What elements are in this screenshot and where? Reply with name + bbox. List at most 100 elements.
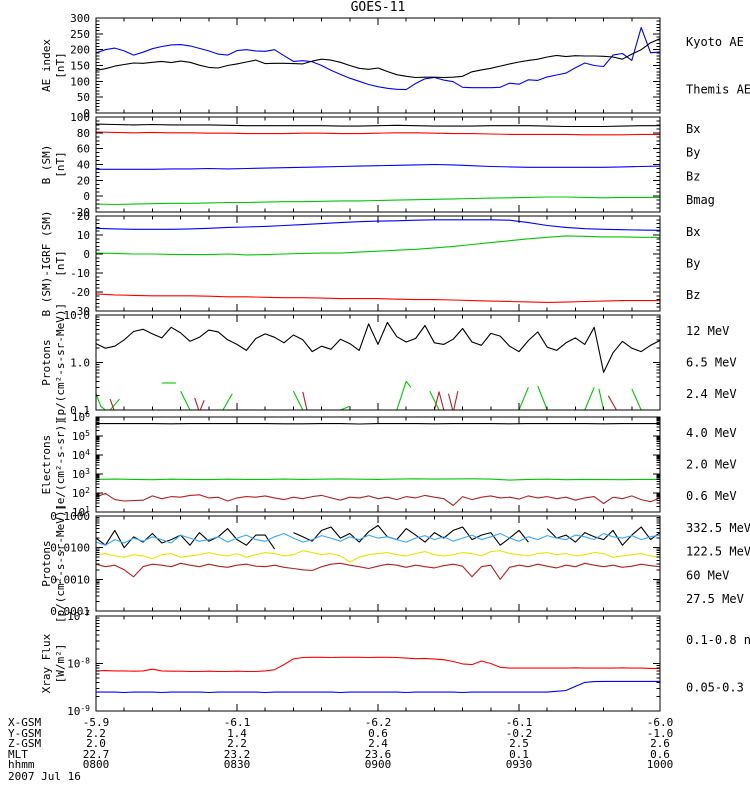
series-12-MeV: [433, 391, 445, 410]
axis-label-xray-flux-0: Xray Flux: [40, 633, 53, 693]
y-tick-label: 50: [77, 91, 90, 104]
ephemeris-row-label-Z-GSM: Z-GSM: [8, 737, 41, 750]
y-tick-label: 200: [70, 44, 90, 57]
legend-6-5-MeV: 6.5 MeV: [686, 356, 737, 370]
axis-label-protons-high-0: Protons: [40, 540, 53, 586]
panel-protons-high: 0.1000 0.0100 0.0010 0.0001 Protons [p/(cm²-s…: [40, 504, 750, 623]
axis-label-xray-flux-1: [W/m²]: [54, 644, 67, 684]
series-group-ae-index: [96, 26, 660, 91]
y-tick-label: 10: [77, 229, 90, 242]
legend-Kyoto-AE: Kyoto AE: [686, 35, 744, 49]
series-group-xray-flux: [96, 656, 660, 694]
series-6-5-MeV: [429, 390, 449, 410]
y-tick-label: 0: [83, 248, 90, 261]
y-tick-label: 0.1: [70, 404, 90, 417]
axis-label-b-sm-1: [nT]: [54, 151, 67, 178]
y-tick-label: 10-8: [67, 657, 90, 671]
series-Kyoto-AE: [96, 26, 660, 91]
ephemeris-value: 2.4: [368, 737, 388, 750]
y-tick-label: -20: [70, 286, 90, 299]
legend-Bx: Bx: [686, 225, 700, 239]
ephemeris-value: -5.9: [83, 716, 110, 729]
legend-2-4-MeV: 2.4 MeV: [686, 387, 737, 401]
y-tick-label: 0: [83, 107, 90, 120]
axis-label-b-sm-igrf-0: B (SM)-IGRF (SM): [40, 211, 53, 317]
axis-label-protons-low-0: Protons: [40, 339, 53, 385]
legend-Bx: Bx: [686, 122, 700, 136]
series-By: [96, 235, 660, 256]
series-0-05-0-3-nm: [96, 680, 660, 694]
ephemeris-value: 0.6: [650, 748, 670, 761]
axis-label-electrons-0: Electrons: [40, 435, 53, 495]
series-0-1-0-8-nm: [96, 656, 660, 673]
series-6-5-MeV: [292, 390, 313, 410]
ephemeris-value: 2.6: [650, 737, 670, 750]
series-6-5-MeV: [631, 388, 651, 410]
series-4-0-MeV: [96, 492, 660, 507]
series-12-MeV: [194, 397, 205, 410]
legend-12-MeV: 12 MeV: [686, 324, 729, 338]
ephemeris-value: 23.6: [365, 748, 392, 761]
ephemeris-value: 23.2: [224, 748, 251, 761]
series-12-MeV: [607, 395, 618, 410]
legend-By: By: [686, 257, 700, 271]
y-tick-label: 0.1000: [50, 510, 90, 523]
legend-60-MeV: 60 MeV: [686, 568, 729, 582]
legend-Bz: Bz: [686, 169, 700, 183]
legend-0-1-0-8-nm: 0.1-0.8 nm: [686, 633, 750, 647]
ephemeris-value: 0900: [365, 758, 392, 771]
ephemeris-row-label-MLT: MLT: [8, 748, 28, 761]
legend-Themis-AE: Themis AE: [686, 82, 750, 96]
series-6-5-MeV: [584, 387, 595, 410]
axis-label-ae-index-1: [nT]: [54, 52, 67, 79]
y-tick-label: 20: [77, 174, 90, 187]
y-tick-label: 104: [72, 448, 90, 462]
series-332-5-MeV: [96, 562, 660, 580]
legend-2-0-MeV: 2.0 MeV: [686, 458, 737, 472]
ephemeris-value: 0.1: [509, 748, 529, 761]
y-tick-label: 10-7: [67, 609, 90, 623]
y-tick-label: 150: [70, 60, 90, 73]
legend-332-5-MeV: 332.5 MeV: [686, 521, 750, 535]
y-tick-label: 60: [77, 143, 90, 156]
panel-electrons: 106 105 104 103 102 101 Electrons [e/(cm²-s-sr)…: [40, 410, 737, 519]
ephemeris-value: 1.4: [227, 727, 247, 740]
ephemeris-value: 22.7: [83, 748, 110, 761]
y-tick-label: 0: [83, 190, 90, 203]
axis-label-electrons-1: [e/(cm²-s-sr)]: [54, 418, 67, 511]
y-tick-label: 80: [77, 127, 90, 140]
panel-protons-low: 10.0 1.0 0.1 Protons [p/(cm²-s-sr-MeV)] 12 Me…: [40, 303, 737, 422]
ephemeris-row-label-X-GSM: X-GSM: [8, 716, 41, 729]
series-27-5-MeV: [96, 524, 660, 550]
series-group-b-sm-igrf: [96, 219, 660, 303]
y-tick-label: -30: [70, 305, 90, 318]
panel-b-sm-igrf: 20 10 0 -10 -20 -30 B (SM)-IGRF (SM) [nT] Bx By Bz: [40, 210, 700, 318]
axis-label-protons-low-1: [p/(cm²-s-sr-MeV)]: [54, 303, 67, 422]
y-tick-label: 0.0100: [50, 542, 90, 555]
chart-title: GOES-11: [351, 0, 406, 15]
series-6-5-MeV: [96, 393, 106, 410]
series-group-b-sm: [96, 123, 660, 206]
series-122-5-MeV: [96, 550, 660, 563]
y-tick-label: 10-9: [67, 704, 90, 718]
legend-4-0-MeV: 4.0 MeV: [686, 426, 737, 440]
ephemeris-value: -6.2: [365, 716, 392, 729]
series-12-MeV: [109, 398, 115, 410]
series-60-MeV: [96, 532, 660, 546]
series-6-5-MeV: [518, 387, 529, 410]
legend-Bmag: Bmag: [686, 193, 715, 207]
y-tick-label: 100: [70, 111, 90, 124]
ephemeris-value: -0.2: [506, 727, 533, 740]
series-2-4-MeV: [96, 321, 660, 373]
series-Bmag: [96, 123, 660, 128]
series-Themis-AE: [96, 38, 660, 79]
ephemeris-value: 2.0: [86, 737, 106, 750]
ephemeris-value: 0930: [506, 758, 533, 771]
y-tick-label: 40: [77, 159, 90, 172]
ephemeris-value: -6.1: [506, 716, 533, 729]
series-12-MeV: [302, 391, 308, 410]
legend-0-6-MeV: 0.6 MeV: [686, 489, 737, 503]
